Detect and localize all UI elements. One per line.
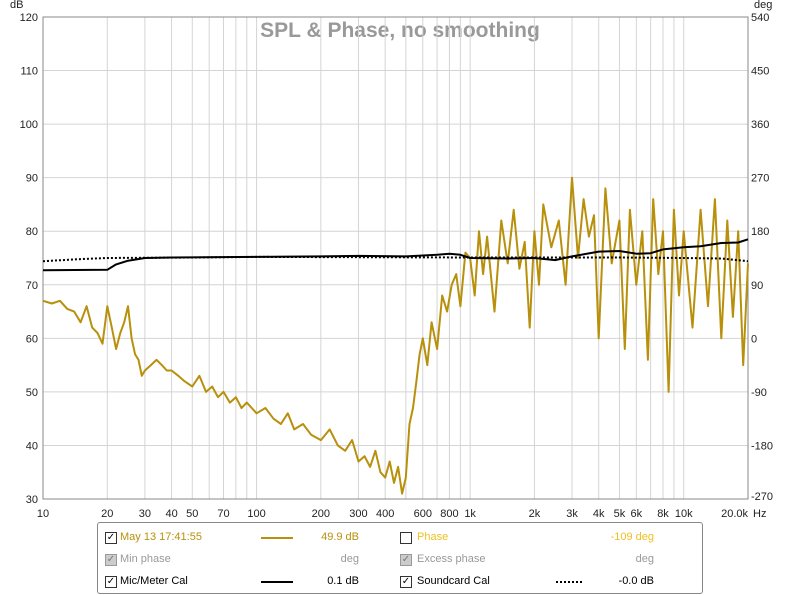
soundcard-cal-trace (42, 255, 749, 263)
phase-value: -109 deg (610, 531, 654, 543)
x-tick-label: 50 (186, 508, 198, 520)
y2-tick-label: 360 (751, 119, 769, 131)
x-tick-label: 5k (614, 508, 626, 520)
mic-cal-line-sample (261, 581, 293, 583)
y-tick-label: 60 (26, 333, 38, 345)
x-axis-label: Hz (753, 508, 766, 520)
soundcard-cal-checkbox[interactable]: ✓ (400, 576, 412, 588)
y2-tick-label: 450 (751, 66, 769, 78)
excess-phase-value: deg (635, 553, 654, 565)
spl-phase-chart: SPL & Phase, no smoothing 30 40 50 60 70 80 90… (10, 0, 773, 520)
x-tick-label: 30 (139, 508, 151, 520)
legend-row-measurement: ✓ May 13 17:41:55 49.9 dB Phase -109 deg (98, 529, 702, 547)
y2-tick-label: -90 (751, 387, 767, 399)
y-tick-label: 100 (20, 119, 38, 131)
x-tick-label: 6k (631, 508, 643, 520)
y2-tick-label: 180 (751, 226, 769, 238)
y-tick-label: 40 (26, 440, 38, 452)
x-tick-label: 70 (217, 508, 229, 520)
mic-cal-checkbox[interactable]: ✓ (105, 576, 117, 588)
soundcard-cal-label: Soundcard Cal (417, 575, 490, 587)
min-phase-checkbox[interactable]: ✓ (105, 554, 117, 566)
y-tick-label: 90 (26, 173, 38, 185)
plot-frame (42, 16, 749, 500)
x-tick-label: 20.0k (721, 508, 748, 520)
y-axis-label: dB (10, 0, 23, 11)
x-tick-label: 800 (440, 508, 458, 520)
y-tick-label: 70 (26, 280, 38, 292)
soundcard-cal-line-sample (556, 581, 582, 583)
y2-tick-label: 90 (751, 280, 763, 292)
mic-cal-value: 0.1 dB (327, 575, 359, 587)
x-tick-label: 10 (37, 508, 49, 520)
y-tick-label: 80 (26, 226, 38, 238)
measurement-line-sample (261, 537, 293, 539)
phase-checkbox[interactable] (400, 532, 412, 544)
x-tick-label: 600 (414, 508, 432, 520)
min-phase-value: deg (340, 553, 359, 565)
excess-phase-checkbox[interactable]: ✓ (400, 554, 412, 566)
x-tick-label: 2k (529, 508, 541, 520)
x-tick-label: 10k (675, 508, 693, 520)
soundcard-cal-value: -0.0 dB (618, 575, 654, 587)
y2-tick-label: 270 (751, 173, 769, 185)
x-tick-label: 400 (376, 508, 394, 520)
x-tick-label: 1k (464, 508, 476, 520)
measurement-value: 49.9 dB (321, 531, 359, 543)
y2-tick-label: -180 (751, 440, 773, 452)
y-tick-label: 50 (26, 387, 38, 399)
y2-tick-label: -270 (751, 491, 773, 503)
excess-phase-label: Excess phase (417, 553, 486, 565)
y2-tick-label: 540 (751, 12, 769, 24)
y-tick-label: 30 (26, 494, 38, 506)
x-tick-label: 20 (101, 508, 113, 520)
spl-trace (42, 176, 749, 495)
x-tick-label: 100 (247, 508, 265, 520)
phase-label: Phase (417, 531, 449, 543)
x-tick-label: 300 (349, 508, 367, 520)
mic-cal-label: Mic/Meter Cal (120, 575, 188, 587)
x-tick-label: 4k (593, 508, 605, 520)
y2-axis-label: deg (754, 0, 772, 11)
x-tick-label: 3k (566, 508, 578, 520)
x-tick-label: 200 (312, 508, 330, 520)
legend-row-min-phase: ✓ Min phase deg ✓ Excess phase deg (98, 551, 702, 569)
y2-tick-label: 0 (751, 333, 757, 345)
measurement-checkbox[interactable]: ✓ (105, 532, 117, 544)
legend-row-cal: ✓ Mic/Meter Cal 0.1 dB ✓ Soundcard Cal -… (98, 573, 702, 591)
y-tick-label: 120 (20, 12, 38, 24)
measurement-label: May 13 17:41:55 (120, 531, 202, 543)
chart-title: SPL & Phase, no smoothing (260, 19, 540, 42)
x-tick-label: 8k (657, 508, 669, 520)
legend: ✓ May 13 17:41:55 49.9 dB Phase -109 deg… (97, 522, 703, 594)
min-phase-label: Min phase (120, 553, 171, 565)
y-tick-label: 110 (20, 66, 38, 78)
x-tick-label: 40 (165, 508, 177, 520)
